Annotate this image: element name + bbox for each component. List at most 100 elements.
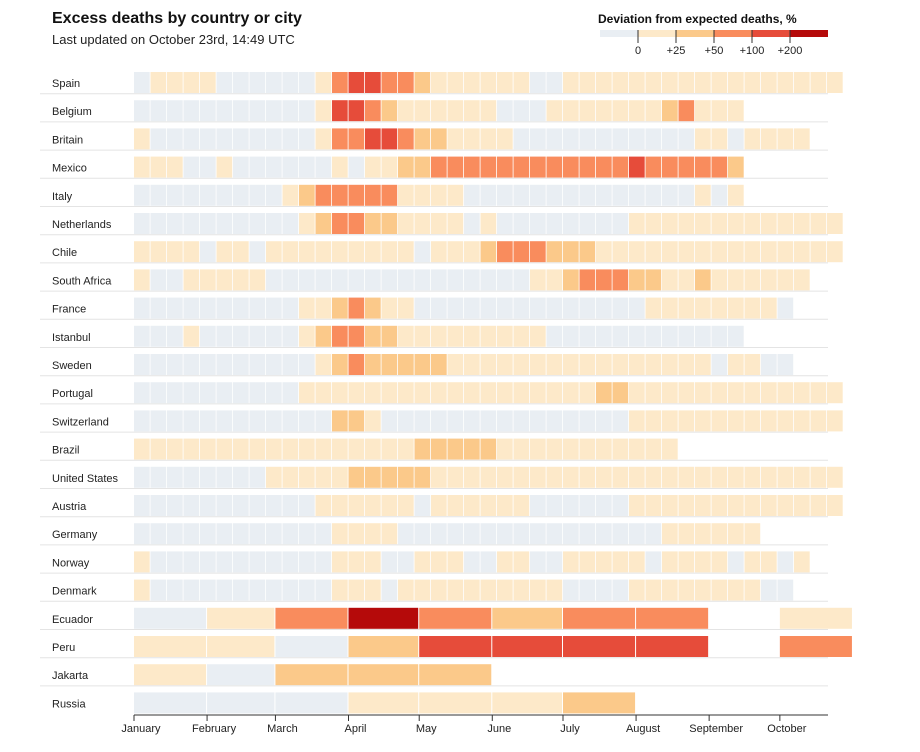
heatmap-cell [497,241,513,263]
heatmap-cell [167,438,183,460]
heatmap-cell [381,466,398,488]
heatmap-cell [134,382,150,404]
heatmap-cell [332,325,348,347]
heatmap-cell [365,410,381,432]
heatmap-cell [629,184,645,206]
heatmap-cell [414,241,431,263]
heatmap-cell [810,382,827,404]
heatmap-cell [447,269,464,291]
heatmap-cell [579,466,596,488]
heatmap-cell [414,382,431,404]
heatmap-cell [678,551,695,573]
row-label: Istanbul [52,332,91,344]
heatmap-cell [596,579,612,601]
heatmap-cell [513,128,530,150]
heatmap-cell [464,579,480,601]
heatmap-cell [480,241,497,263]
heatmap-cell [249,128,266,150]
heatmap-cell [200,72,216,93]
heatmap-cell [183,325,200,347]
heatmap-cell [381,297,398,319]
heatmap-cell [711,213,728,234]
heatmap-cell [447,241,464,263]
heatmap-cell [282,551,299,573]
heatmap-cell [711,269,728,291]
heatmap-cell [431,551,447,573]
heatmap-cell [530,100,546,122]
heatmap-cell [645,523,662,545]
heatmap-cell [761,72,777,93]
heatmap-cell [497,551,513,573]
heatmap-cell [233,156,249,178]
heatmap-cell [480,156,497,178]
heatmap-cell [348,72,365,93]
heatmap-cell [629,523,645,545]
heatmap-cell [200,297,216,319]
heatmap-cell [348,269,365,291]
heatmap-cell [365,325,381,347]
heatmap-cell [275,692,348,714]
heatmap-cell [513,495,530,516]
heatmap-cell [612,128,629,150]
heatmap-cell [365,354,381,375]
heatmap-cell [150,325,167,347]
heatmap-cell [761,213,777,234]
heatmap-cell [563,607,636,629]
heatmap-cell [662,100,678,122]
heatmap-cell [200,325,216,347]
heatmap-cell [447,579,464,601]
row-label: Mexico [52,163,87,175]
legend-swatch [638,30,676,37]
heatmap-cell [150,551,167,573]
heatmap-cell [662,156,678,178]
heatmap-cell [662,128,678,150]
heatmap-cell [299,495,315,516]
heatmap-cell [579,156,596,178]
heatmap-cell [167,382,183,404]
chart-title: Excess deaths by country or city [52,10,302,27]
heatmap-cell [612,72,629,93]
heatmap-cell [200,438,216,460]
heatmap-cell [282,297,299,319]
heatmap-cell [563,382,579,404]
heatmap-cell [398,325,414,347]
row-label: Ecuador [52,614,93,626]
heatmap-cell [480,325,497,347]
heatmap-cell [332,438,348,460]
heatmap-cell [332,551,348,573]
heatmap-cell [711,551,728,573]
heatmap-cell [546,269,563,291]
heatmap-cell [447,297,464,319]
heatmap-cell [678,382,695,404]
heatmap-cell [777,72,794,93]
heatmap-cell [315,410,332,432]
heatmap-cell [447,128,464,150]
heatmap-cell [150,297,167,319]
heatmap-cell [249,495,266,516]
x-axis-tick-label: May [416,723,437,735]
heatmap-cell [332,297,348,319]
heatmap-cell [216,128,233,150]
heatmap-cell [233,72,249,93]
heatmap-cell [629,579,645,601]
heatmap-cell [662,241,678,263]
heatmap-cell [332,156,348,178]
legend-tick-label: +50 [705,45,724,57]
heatmap-cell [381,269,398,291]
heatmap-cell [761,466,777,488]
heatmap-cell [563,297,579,319]
heatmap-cell [414,438,431,460]
heatmap-cell [348,297,365,319]
heatmap-cell [530,438,546,460]
heatmap-cell [530,523,546,545]
heatmap-cell [381,551,398,573]
heatmap-cell [398,184,414,206]
heatmap-cell [431,410,447,432]
heatmap-cell [381,128,398,150]
heatmap-cell [645,100,662,122]
heatmap-cell [282,466,299,488]
heatmap-cell [678,128,695,150]
heatmap-cell [398,523,414,545]
heatmap-cell [728,269,744,291]
heatmap-cell [200,213,216,234]
